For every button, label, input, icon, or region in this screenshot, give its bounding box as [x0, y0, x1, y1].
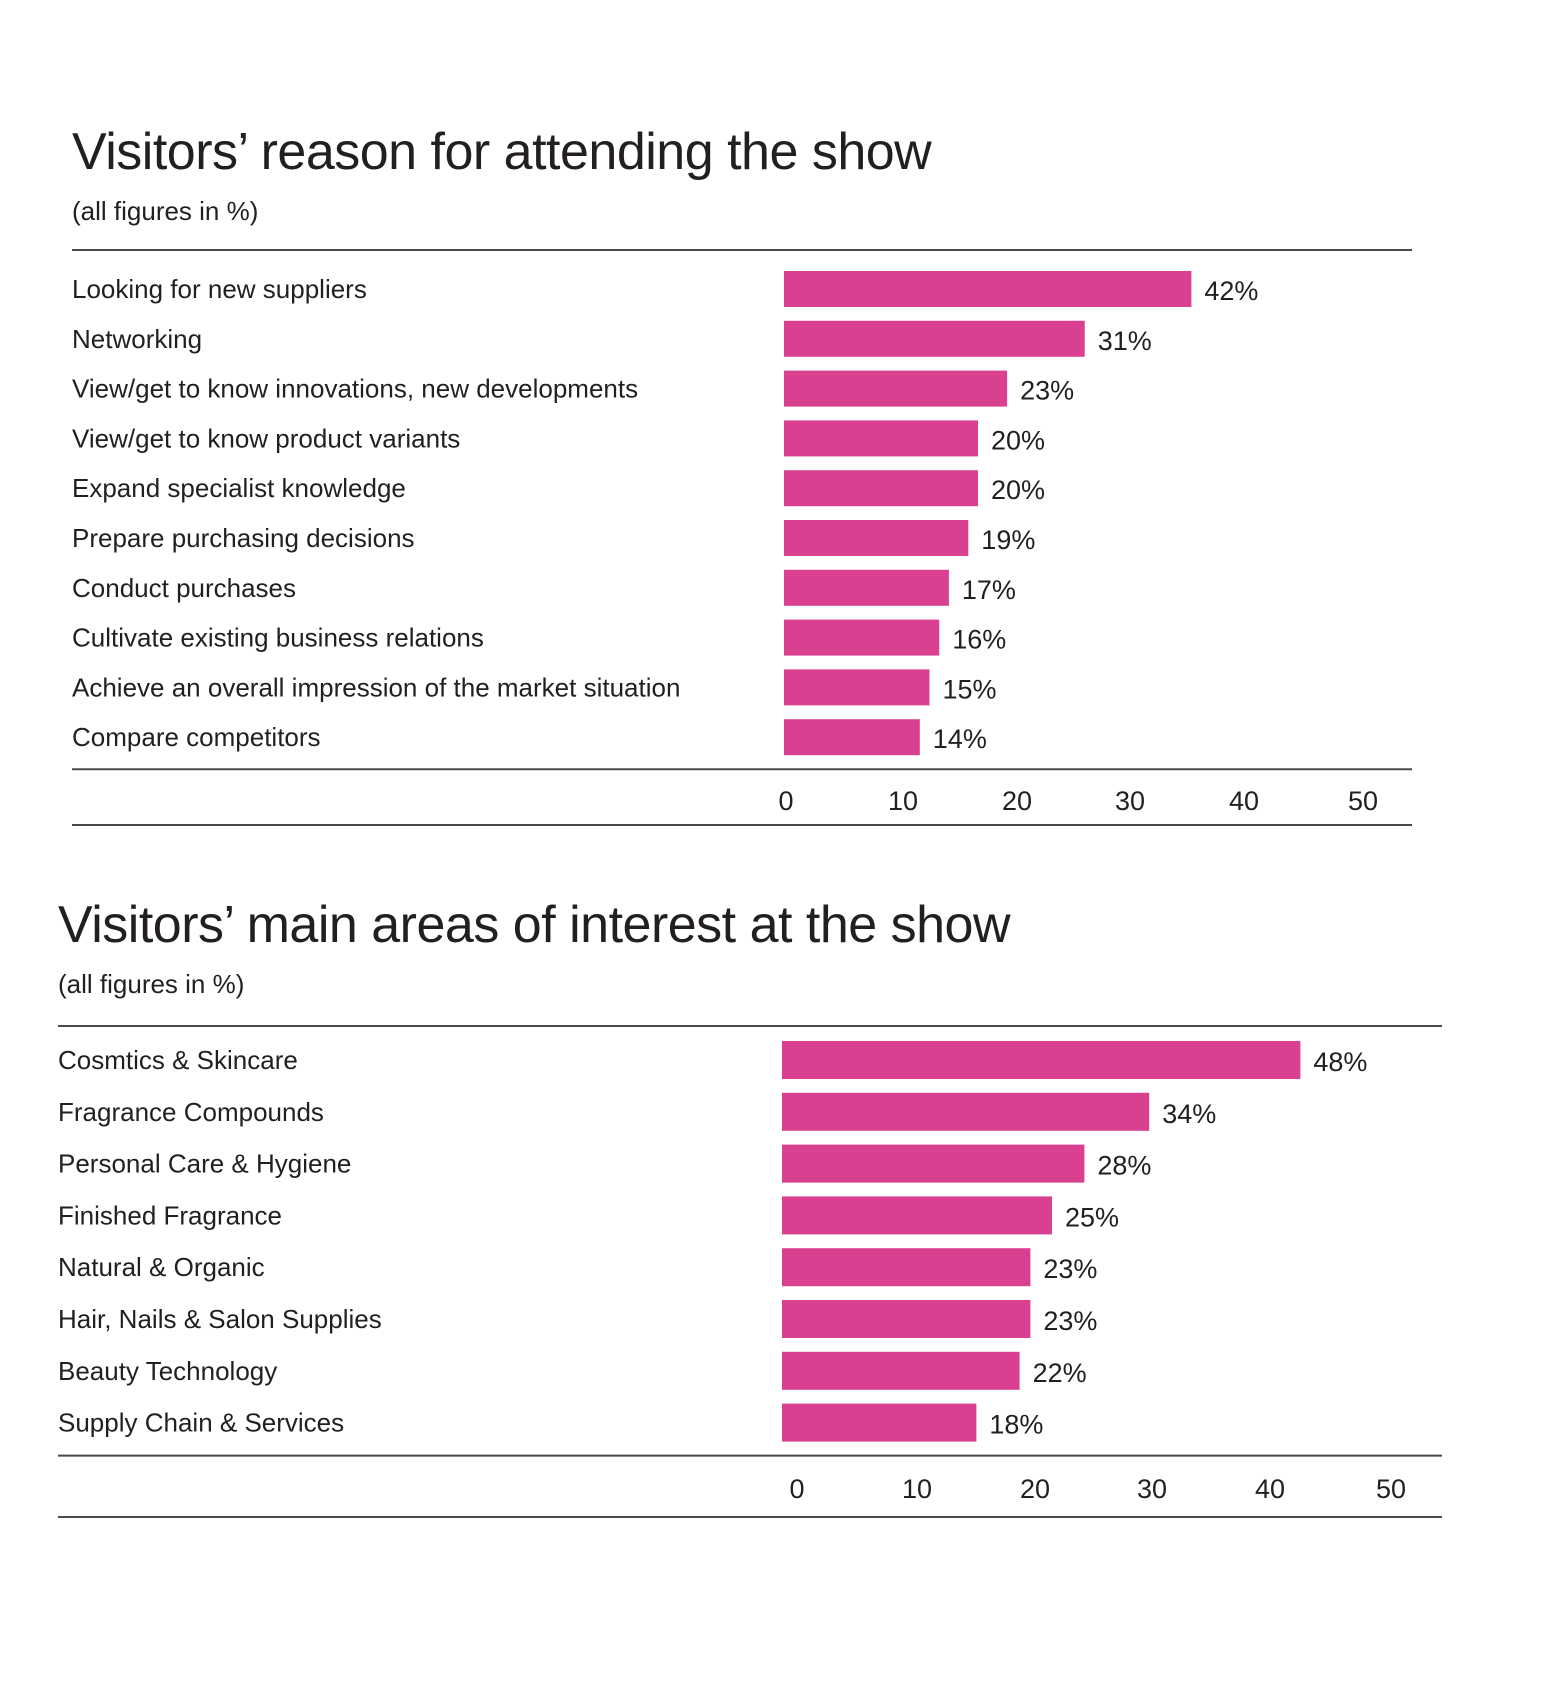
- category-label: Achieve an overall impression of the mar…: [72, 672, 680, 702]
- category-label: Expand specialist knowledge: [72, 473, 406, 503]
- value-label: 17%: [962, 575, 1016, 605]
- value-label: 42%: [1204, 276, 1258, 306]
- x-tick-label: 50: [1348, 786, 1378, 816]
- chart2-plot: Cosmtics & Skincare 48% Fragrance Compound…: [58, 1025, 1442, 1518]
- value-label: 14%: [933, 724, 987, 754]
- category-label: Networking: [72, 324, 202, 354]
- category-label: View/get to know innovations, new develo…: [72, 374, 638, 404]
- value-label: 23%: [1020, 376, 1074, 406]
- bar: [784, 320, 1085, 357]
- chart2-title: Visitors’ main areas of interest at the …: [58, 896, 1011, 954]
- bar: [784, 470, 978, 507]
- bar: [782, 1403, 977, 1442]
- category-label: Conduct purchases: [72, 573, 296, 603]
- x-tick-label: 10: [902, 1474, 932, 1504]
- x-tick-label: 40: [1255, 1474, 1285, 1504]
- bar: [784, 669, 930, 706]
- category-label: Compare competitors: [72, 722, 321, 752]
- bar: [784, 271, 1192, 307]
- chart1-subtitle: (all figures in %): [72, 196, 259, 226]
- x-tick-label: 20: [1020, 1474, 1050, 1504]
- bar: [782, 1300, 1031, 1338]
- value-label: 23%: [1043, 1306, 1097, 1336]
- value-label: 28%: [1097, 1151, 1151, 1181]
- value-label: 34%: [1162, 1099, 1216, 1129]
- bar: [784, 569, 949, 606]
- bar: [782, 1144, 1085, 1183]
- bar: [782, 1196, 1052, 1235]
- x-tick-label: 50: [1376, 1474, 1406, 1504]
- x-tick-label: 40: [1229, 786, 1259, 816]
- category-label: Cosmtics & Skincare: [58, 1045, 298, 1075]
- chart2-subtitle: (all figures in %): [58, 969, 245, 999]
- bar: [784, 619, 940, 656]
- value-label: 25%: [1065, 1202, 1119, 1232]
- category-label: Personal Care & Hygiene: [58, 1149, 351, 1179]
- value-label: 22%: [1033, 1358, 1087, 1388]
- x-tick-label: 0: [789, 1474, 804, 1504]
- category-label: Looking for new suppliers: [72, 274, 367, 304]
- x-tick-label: 30: [1115, 786, 1145, 816]
- chart1-plot: Looking for new suppliers 42% Networking 31…: [72, 249, 1412, 826]
- category-label: Cultivate existing business relations: [72, 623, 484, 653]
- value-label: 48%: [1313, 1047, 1367, 1077]
- bar: [782, 1092, 1150, 1131]
- category-label: Fragrance Compounds: [58, 1097, 324, 1127]
- x-tick-label: 10: [888, 786, 918, 816]
- category-label: Prepare purchasing decisions: [72, 523, 415, 553]
- value-label: 31%: [1098, 326, 1152, 356]
- bar: [784, 520, 969, 556]
- category-label: Hair, Nails & Salon Supplies: [58, 1304, 382, 1334]
- bar: [784, 370, 1008, 407]
- bar: [782, 1248, 1031, 1287]
- bar: [784, 719, 920, 756]
- category-label: Beauty Technology: [58, 1356, 277, 1386]
- value-label: 20%: [991, 425, 1045, 455]
- bar: [782, 1351, 1020, 1390]
- x-tick-label: 30: [1137, 1474, 1167, 1504]
- bar: [782, 1041, 1301, 1079]
- value-label: 18%: [989, 1410, 1043, 1440]
- chart1-title: Visitors’ reason for attending the show: [72, 123, 932, 181]
- x-tick-label: 0: [778, 786, 793, 816]
- category-label: View/get to know product variants: [72, 423, 460, 453]
- category-label: Supply Chain & Services: [58, 1408, 344, 1438]
- value-label: 20%: [991, 475, 1045, 505]
- value-label: 19%: [981, 525, 1035, 555]
- bar: [784, 420, 978, 457]
- value-label: 23%: [1043, 1254, 1097, 1284]
- value-label: 16%: [952, 625, 1006, 655]
- category-label: Natural & Organic: [58, 1252, 265, 1282]
- x-tick-label: 20: [1002, 786, 1032, 816]
- value-label: 15%: [943, 674, 997, 704]
- category-label: Finished Fragrance: [58, 1200, 282, 1230]
